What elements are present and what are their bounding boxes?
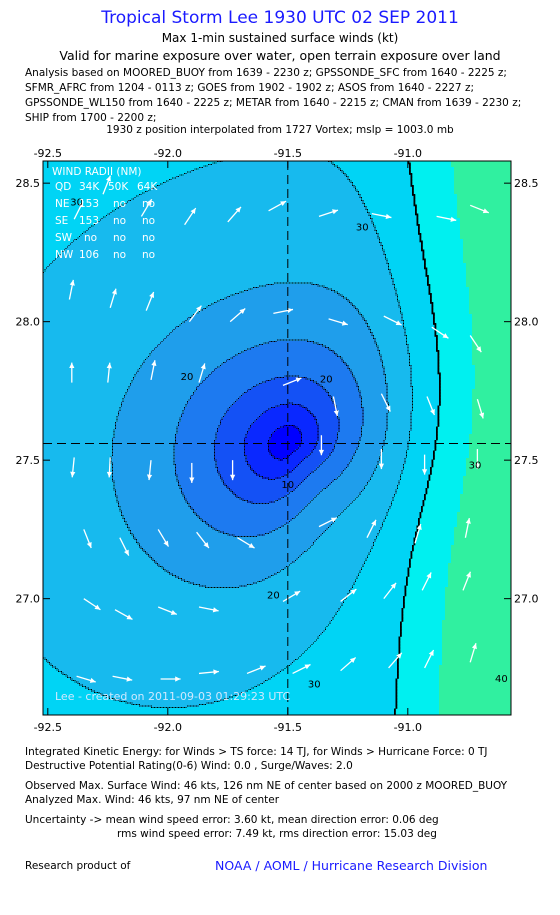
analysis-line: GPSSONDE_WL150 from 1640 - 2225 z; METAR…: [25, 96, 555, 111]
analysis-line: Analysis based on MOORED_BUOY from 1639 …: [25, 66, 555, 81]
analysis-sources: Analysis based on MOORED_BUOY from 1639 …: [25, 66, 555, 126]
valid-note: Valid for marine exposure over water, op…: [0, 48, 560, 63]
position-note: 1930 z position interpolated from 1727 V…: [0, 124, 560, 136]
chart-subtitle: Max 1-min sustained surface winds (kt): [0, 31, 560, 45]
analysis-line: SFMR_AFRC from 1204 - 0113 z; GOES from …: [25, 81, 555, 96]
wind-field: [43, 161, 512, 717]
chart-title: Tropical Storm Lee 1930 UTC 02 SEP 2011: [0, 8, 560, 28]
